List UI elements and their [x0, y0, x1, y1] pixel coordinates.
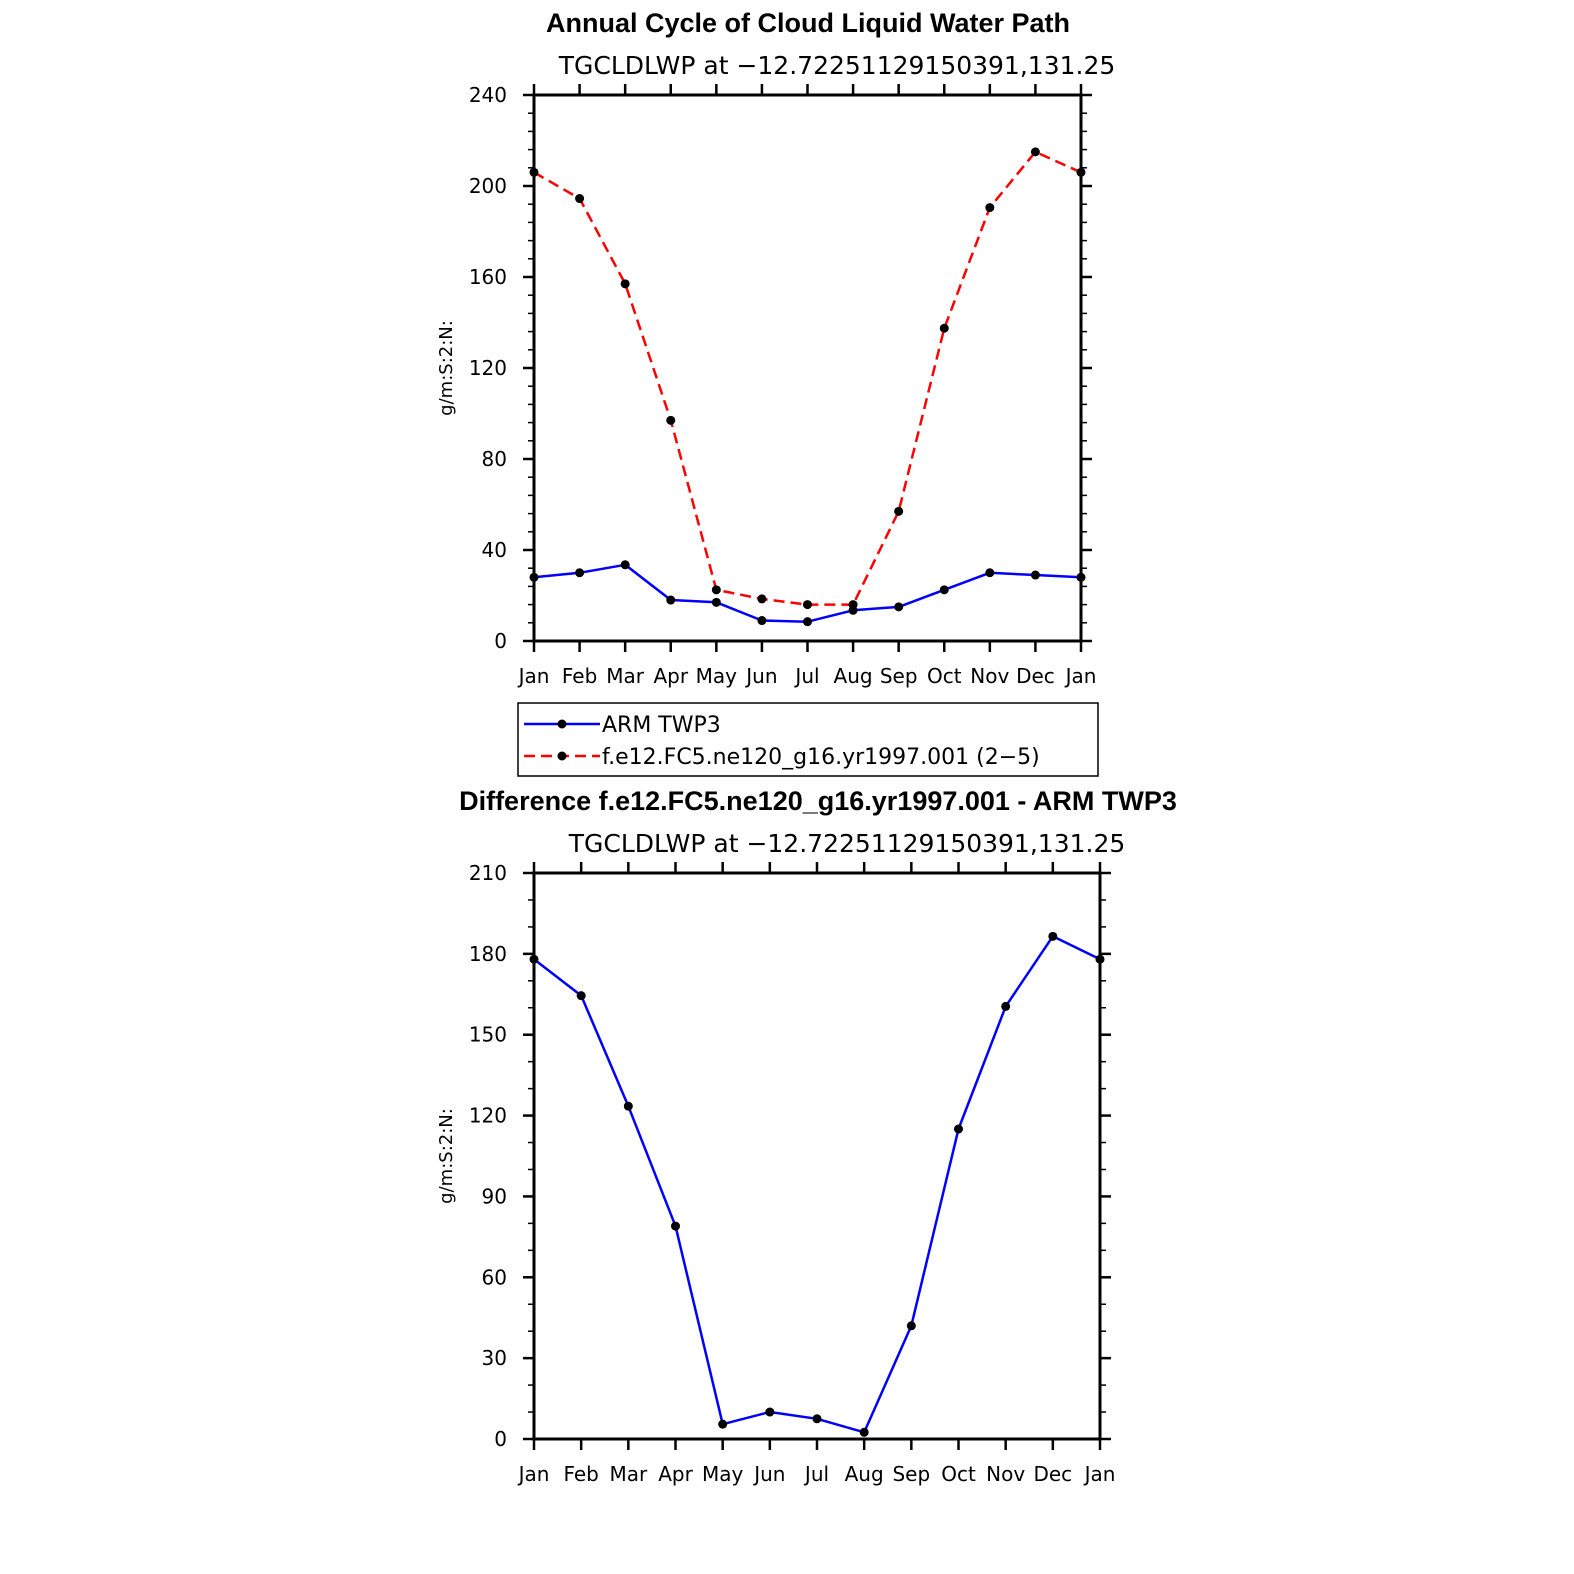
chart2-subtitle: TGCLDLWP at −12.72251129150391,131.25 [568, 829, 1126, 858]
legend-label-model: f.e12.FC5.ne120_g16.yr1997.001 (2−5) [602, 745, 1040, 770]
chart2-y-axis-label: g/m:S:2:N: [436, 1108, 457, 1204]
chart2-y-tick-label: 60 [482, 1265, 507, 1289]
chart2-y-tick-label: 30 [482, 1346, 507, 1370]
chart2-x-tick-label: Dec [1033, 1462, 1072, 1486]
chart2-series-1-line [533, 935, 1101, 1434]
chart2-series-1-point [1001, 1001, 1011, 1011]
chart1-series-1-point [939, 585, 949, 595]
chart1-y-tick-label: 120 [469, 356, 507, 380]
chart2-x-tick-label: Jul [803, 1462, 829, 1486]
chart1-plot-area: Jan Feb Mar Apr May Jun Jul Aug Sep Oct Nov Dec Jan 0… [469, 83, 1097, 688]
chart1-series-2-line [533, 150, 1082, 606]
chart1-y-tick-label: 200 [469, 174, 507, 198]
chart1-title: Annual Cycle of Cloud Liquid Water Path [546, 8, 1070, 38]
chart1-legend: ARM TWP3 f.e12.FC5.ne120_g16.yr1997.001 … [517, 702, 1099, 777]
chart1-x-tick-label: May [696, 664, 738, 688]
chart1-series-1-point [575, 568, 585, 578]
chart1-series-2-point [757, 594, 767, 604]
legend-marker-model [557, 751, 567, 761]
chart2-series-1-point [718, 1419, 728, 1429]
chart1-y-tick-label: 160 [469, 265, 507, 289]
chart2-series-1-point [906, 1321, 916, 1331]
legend-marker-arm [557, 719, 567, 729]
chart1-y-tick-label: 240 [469, 83, 507, 107]
chart1-x-tick-label: Sep [880, 664, 918, 688]
chart2-x-tick-label: Nov [986, 1462, 1025, 1486]
chart2-y-tick-label: 150 [469, 1023, 507, 1047]
chart2-x-tick-label: Oct [941, 1462, 976, 1486]
chart1-x-tick-label: Apr [653, 664, 688, 688]
chart2-series-1-point [529, 954, 539, 964]
legend-box [517, 702, 1099, 777]
chart1-x-tick-label: Oct [927, 664, 962, 688]
chart1-frame [532, 93, 1083, 643]
chart2-y-tick-label: 180 [469, 942, 507, 966]
chart2-title: Difference f.e12.FC5.ne120_g16.yr1997.00… [459, 786, 1177, 816]
chart1-x-tick-label: Jan [517, 664, 550, 688]
chart1-subtitle: TGCLDLWP at −12.72251129150391,131.25 [558, 51, 1116, 80]
chart2-y-tick-label: 90 [482, 1184, 507, 1208]
chart2-series-1-point [954, 1124, 963, 1134]
chart1-x-tick-label: Feb [562, 664, 597, 688]
chart1-series-1-point [757, 616, 767, 626]
chart2-x-tick-label: Mar [609, 1462, 648, 1486]
chart1-series-2-point [529, 167, 539, 177]
chart2-x-tick-label: Feb [563, 1462, 598, 1486]
chart1-y-axis-label: g/m:S:2:N: [436, 320, 457, 416]
chart2-y-tick-label: 0 [494, 1427, 507, 1451]
chart1-series-1-point [1030, 570, 1040, 580]
chart2-x-tick-label: Sep [892, 1462, 930, 1486]
chart1-y-tick-label: 80 [482, 447, 507, 471]
chart1-series-2-point [711, 585, 721, 595]
chart2-x-tick-label: Jan [517, 1462, 550, 1486]
chart1-y-tick-label: 0 [494, 629, 507, 653]
chart2-series-1-point [812, 1414, 822, 1424]
chart1-series-1-point [620, 560, 630, 570]
chart1-series-1-point [666, 595, 676, 605]
chart2-series-1-point [576, 991, 586, 1001]
chart1-series-2-point [939, 323, 949, 333]
chart2-series-1-point [1095, 954, 1105, 964]
chart2-x-tick-label: May [702, 1462, 744, 1486]
chart1-x-tick-label: Mar [606, 664, 645, 688]
chart2-x-tick-label: Aug [845, 1462, 884, 1486]
chart2-x-tick-label: Jun [752, 1462, 785, 1486]
chart2-frame [532, 871, 1102, 1441]
chart1-series-1-point [894, 602, 904, 612]
chart1-x-tick-label: Aug [834, 664, 873, 688]
chart1-series-2-point [803, 600, 812, 610]
chart1-series-2-point [848, 600, 858, 610]
chart1-x-tick-label: Jan [1064, 664, 1097, 688]
chart1-y-tick-label: 40 [482, 538, 507, 562]
chart1-series-2-point [620, 279, 630, 289]
chart1-series-1-point [985, 568, 995, 578]
chart2-series-1-point [765, 1407, 775, 1417]
chart2-series-1-point [1048, 931, 1058, 941]
chart1-series-2-point [1030, 147, 1040, 157]
chart2-y-tick-label: 120 [469, 1104, 507, 1128]
chart1-series-1-line [533, 563, 1082, 623]
chart2-y-tick-label: 210 [469, 861, 507, 885]
chart1-x-tick-label: Jul [793, 664, 819, 688]
chart1-x-tick-label: Jun [744, 664, 777, 688]
chart1-series-2-point [894, 506, 904, 516]
chart1-series-1-point [529, 572, 539, 582]
chart1-series-1-point [803, 617, 812, 627]
chart2-series-1-point [623, 1101, 633, 1111]
chart1-series-1-point [1076, 572, 1086, 582]
legend-label-arm: ARM TWP3 [602, 713, 721, 738]
chart2-series-1-point [671, 1221, 680, 1231]
chart2-plot-area: Jan Feb Mar Apr May Jun Jul Aug Sep Oct Nov Dec Jan 0… [469, 861, 1116, 1486]
chart2-x-tick-label: Apr [658, 1462, 693, 1486]
chart1-series-2-point [575, 194, 585, 204]
chart1-series-2-point [985, 203, 995, 213]
chart1-series-1-point [711, 597, 721, 607]
chart2-series-1-point [859, 1427, 869, 1437]
chart1-series-2-point [1076, 167, 1086, 177]
chart2-x-tick-label: Jan [1083, 1462, 1116, 1486]
chart1-series-2-point [666, 415, 676, 425]
chart1-x-tick-label: Dec [1016, 664, 1055, 688]
chart1-x-tick-label: Nov [970, 664, 1009, 688]
